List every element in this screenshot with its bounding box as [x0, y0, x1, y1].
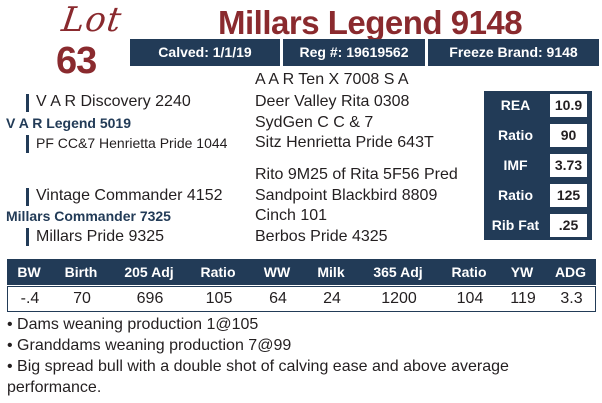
carcass-row: Rib Fat .25 [484, 211, 592, 240]
lot-label: Lot [59, 0, 125, 40]
pedigree-bracket [26, 94, 29, 112]
pedigree-sire-sire: V A R Discovery 2240 [36, 93, 191, 110]
freeze-brand: Freeze Brand: 9148 [449, 44, 578, 60]
carcass-label: Ratio [498, 187, 533, 203]
info-bar: Calved: 1/1/19 Reg #: 19619562 Freeze Br… [130, 39, 599, 66]
performance-header: YW [510, 264, 534, 280]
carcass-value: .25 [550, 214, 587, 237]
pedigree-dam: Millars Commander 7325 [6, 208, 171, 224]
pedigree-sire: V A R Legend 5019 [6, 115, 132, 131]
carcass-row: REA 10.9 [484, 91, 592, 120]
performance-value: 104 [456, 290, 484, 307]
performance-value: 1200 [381, 290, 417, 307]
performance-value: -.4 [20, 290, 40, 307]
registration-number: Reg #: 19619562 [299, 44, 409, 60]
carcass-label: Ratio [498, 127, 533, 143]
carcass-label: REA [500, 97, 531, 113]
carcass-value: 90 [550, 124, 587, 147]
performance-value: 3.3 [560, 290, 583, 307]
lot-number: 63 [56, 40, 97, 82]
performance-header: Milk [317, 264, 345, 280]
performance-header: Birth [64, 264, 98, 280]
performance-header: Ratio [200, 264, 236, 280]
pedigree-dam-sire: Vintage Commander 4152 [36, 187, 223, 204]
performance-value: 119 [510, 290, 536, 307]
performance-header-row: BW Birth 205 Adj Ratio WW Milk 365 Adj R… [7, 259, 596, 285]
pedigree-bracket [26, 188, 29, 206]
pedigree-dss: Rito 9M25 of Rita 5F56 Pred [255, 166, 458, 183]
performance-header: WW [263, 264, 291, 280]
performance-value-row: -.4 70 696 105 64 24 1200 104 119 3.3 [7, 286, 596, 312]
performance-header: 365 Adj [373, 264, 423, 280]
notes-list: • Dams weaning production 1@105 • Grandd… [7, 314, 592, 398]
performance-value: 105 [205, 290, 233, 307]
pedigree-ddd: Berbos Pride 4325 [255, 228, 388, 245]
info-divider [425, 39, 428, 66]
carcass-value: 125 [550, 184, 587, 207]
pedigree-dds: Cinch 101 [255, 207, 328, 224]
carcass-row: IMF 3.73 [484, 151, 592, 180]
carcass-row: Ratio 125 [484, 181, 592, 210]
pedigree-ssd: Deer Valley Rita 0308 [255, 93, 410, 110]
carcass-label: Rib Fat [491, 217, 540, 233]
calved-date: Calved: 1/1/19 [158, 44, 252, 60]
note-item: • Dams weaning production 1@105 [7, 316, 259, 333]
info-divider [280, 39, 283, 66]
carcass-row: Ratio 90 [484, 121, 592, 150]
note-item: • Granddams weaning production 7@99 [7, 337, 292, 354]
pedigree-sire-dam: PF CC&7 Henrietta Pride 1044 [36, 135, 228, 151]
pedigree-sds: SydGen C C & 7 [255, 114, 374, 131]
performance-header: ADG [554, 264, 587, 280]
performance-value: 70 [73, 290, 91, 307]
performance-value: 24 [323, 290, 341, 307]
performance-value: 696 [136, 290, 164, 307]
performance-header: Ratio [451, 264, 487, 280]
carcass-label: IMF [503, 157, 528, 173]
carcass-value: 3.73 [550, 154, 587, 177]
performance-header: 205 Adj [124, 264, 174, 280]
pedigree-sdd: Sitz Henrietta Pride 643T [255, 134, 434, 151]
animal-name: Millars Legend 9148 [218, 4, 523, 41]
carcass-box: REA 10.9 Ratio 90 IMF 3.73 Ratio 125 Rib… [484, 91, 592, 240]
pedigree-sss: A A R Ten X 7008 S A [255, 71, 409, 88]
performance-value: 64 [269, 290, 287, 307]
pedigree-dam-dam: Millars Pride 9325 [36, 228, 165, 245]
performance-header: BW [17, 264, 41, 280]
pedigree-bracket [26, 135, 29, 153]
pedigree-bracket [26, 228, 29, 246]
note-item: • Big spread bull with a double shot of … [7, 358, 509, 396]
pedigree-dsd: Sandpoint Blackbird 8809 [255, 187, 438, 204]
carcass-value: 10.9 [550, 94, 587, 117]
